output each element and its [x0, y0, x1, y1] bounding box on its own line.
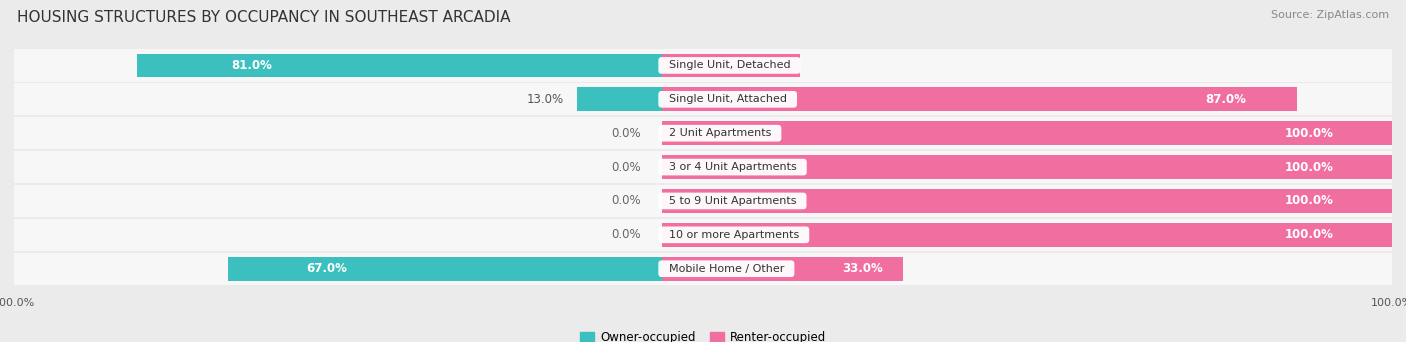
- Text: Mobile Home / Other: Mobile Home / Other: [662, 264, 792, 274]
- Bar: [662, 257, 903, 280]
- Text: 100.0%: 100.0%: [1285, 228, 1333, 241]
- Text: 13.0%: 13.0%: [527, 93, 564, 106]
- Text: 100.0%: 100.0%: [1285, 127, 1333, 140]
- Text: HOUSING STRUCTURES BY OCCUPANCY IN SOUTHEAST ARCADIA: HOUSING STRUCTURES BY OCCUPANCY IN SOUTH…: [17, 10, 510, 25]
- Bar: [14, 49, 1392, 81]
- Text: 67.0%: 67.0%: [307, 262, 347, 275]
- Legend: Owner-occupied, Renter-occupied: Owner-occupied, Renter-occupied: [579, 331, 827, 342]
- Text: Source: ZipAtlas.com: Source: ZipAtlas.com: [1271, 10, 1389, 20]
- Text: Single Unit, Attached: Single Unit, Attached: [662, 94, 793, 104]
- Bar: [578, 88, 662, 111]
- Text: 0.0%: 0.0%: [612, 161, 641, 174]
- Text: 87.0%: 87.0%: [1205, 93, 1246, 106]
- Bar: [662, 189, 1392, 213]
- Bar: [138, 54, 662, 77]
- Text: 81.0%: 81.0%: [232, 59, 273, 72]
- Text: 100.0%: 100.0%: [1285, 195, 1333, 208]
- Bar: [14, 83, 1392, 115]
- Text: 3 or 4 Unit Apartments: 3 or 4 Unit Apartments: [662, 162, 803, 172]
- Text: 0.0%: 0.0%: [612, 228, 641, 241]
- Bar: [14, 117, 1392, 149]
- Bar: [228, 257, 662, 280]
- Bar: [14, 185, 1392, 217]
- Bar: [662, 155, 1392, 179]
- Bar: [14, 219, 1392, 251]
- Text: 33.0%: 33.0%: [842, 262, 883, 275]
- Text: 2 Unit Apartments: 2 Unit Apartments: [662, 128, 778, 138]
- Text: 5 to 9 Unit Apartments: 5 to 9 Unit Apartments: [662, 196, 803, 206]
- Bar: [14, 253, 1392, 285]
- Bar: [662, 54, 800, 77]
- Text: 0.0%: 0.0%: [612, 195, 641, 208]
- Bar: [662, 121, 1392, 145]
- Bar: [14, 151, 1392, 183]
- Text: 100.0%: 100.0%: [1285, 161, 1333, 174]
- Bar: [662, 223, 1392, 247]
- Bar: [662, 88, 1296, 111]
- Text: 19.0%: 19.0%: [748, 59, 789, 72]
- Text: 0.0%: 0.0%: [612, 127, 641, 140]
- Text: Single Unit, Detached: Single Unit, Detached: [662, 61, 797, 70]
- Text: 10 or more Apartments: 10 or more Apartments: [662, 230, 806, 240]
